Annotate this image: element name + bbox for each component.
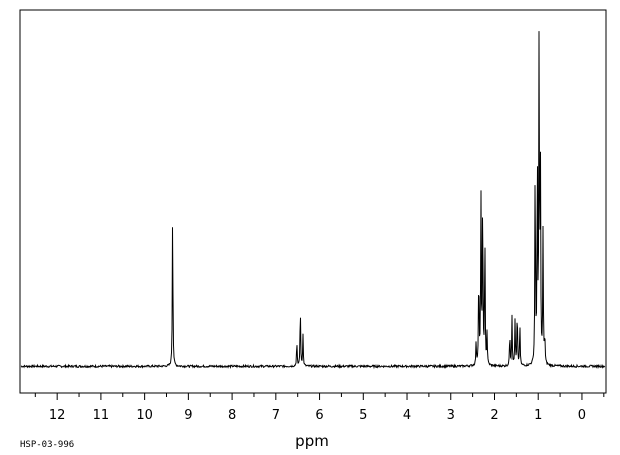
- x-tick-label: 1: [534, 408, 542, 423]
- x-tick-label: 6: [315, 408, 323, 423]
- plot-frame: [19, 9, 607, 394]
- x-axis-ticks: [34, 393, 605, 400]
- x-axis-tick-labels: 12 11 10 9 8 7 6 5 4 3 2 1 0: [49, 408, 586, 423]
- x-tick-label: 11: [93, 408, 110, 423]
- x-tick-label: 7: [272, 408, 280, 423]
- x-tick-label: 8: [228, 408, 236, 423]
- x-axis-label: ppm: [295, 432, 329, 450]
- x-tick-label: 9: [184, 408, 192, 423]
- x-tick-label: 5: [359, 408, 367, 423]
- spectrum-code: HSP-03-996: [20, 440, 74, 450]
- x-tick-label: 3: [447, 408, 455, 423]
- x-tick-label: 2: [490, 408, 498, 423]
- x-tick-label: 10: [136, 408, 153, 423]
- x-tick-label: 0: [578, 408, 586, 423]
- spectrum-line: [20, 31, 606, 370]
- x-tick-label: 12: [49, 408, 66, 423]
- x-tick-label: 4: [403, 408, 411, 423]
